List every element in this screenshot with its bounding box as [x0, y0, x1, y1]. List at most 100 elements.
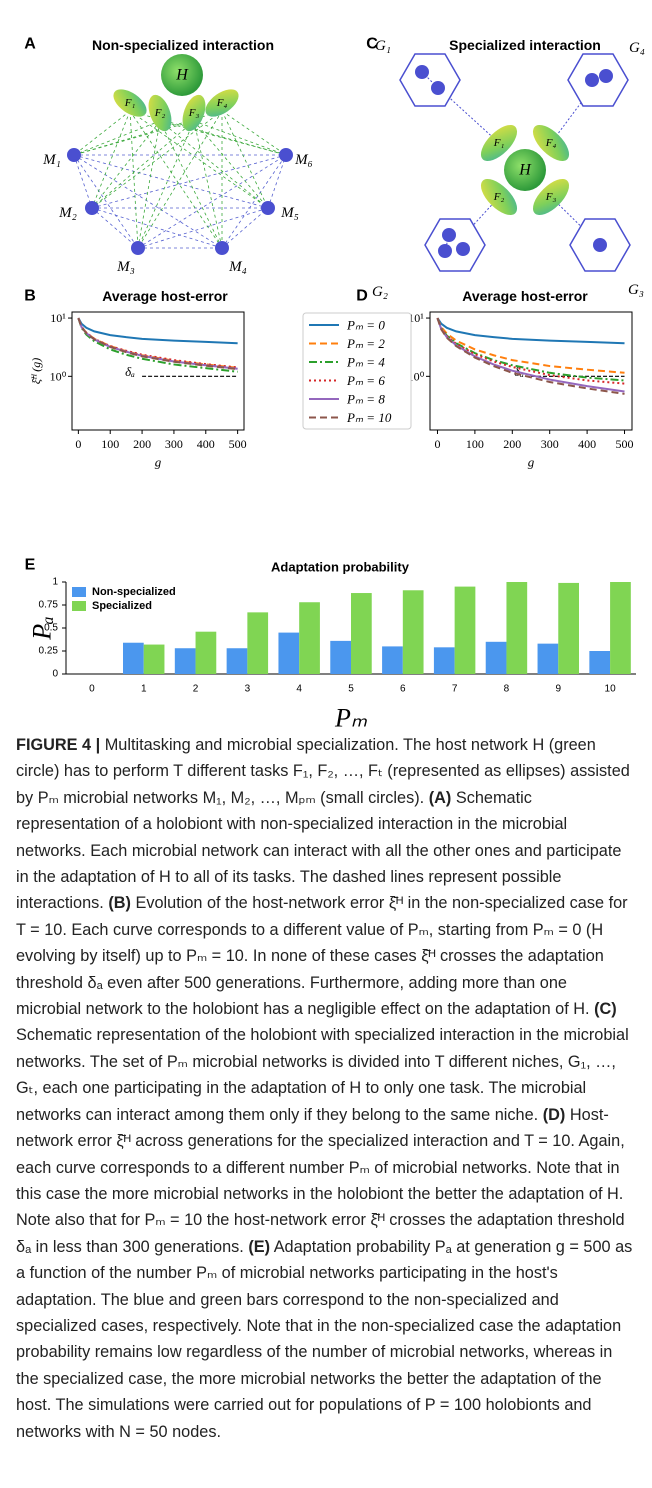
bar: [123, 642, 144, 674]
bar: [247, 612, 269, 674]
microbe: [456, 242, 470, 256]
interaction: [221, 110, 287, 156]
y-tick-label: 10¹: [408, 311, 424, 325]
caption-text: Adaptation probability Pₐ at generation …: [16, 1237, 633, 1441]
series-line: [436, 317, 625, 382]
x-axis-label: g: [528, 455, 535, 470]
bar: [278, 632, 300, 674]
microbe: [593, 238, 607, 252]
task-label: F₄: [545, 137, 557, 149]
niche-label: G₃: [628, 282, 644, 298]
panel-letter: C: [366, 36, 378, 53]
niche-link: [454, 196, 500, 246]
task: [113, 89, 147, 117]
y-tick-label: 10⁰: [50, 369, 67, 383]
y-axis-label: ξ̄ᴴ (g): [29, 358, 43, 384]
task: [532, 124, 570, 162]
x-tick-label: 8: [504, 684, 510, 695]
legend-label: Pₘ = 8: [346, 392, 385, 407]
interaction: [73, 154, 269, 209]
niche: [399, 53, 461, 107]
interaction: [73, 154, 223, 249]
bar: [143, 644, 165, 674]
bar: [537, 643, 559, 674]
legend-swatch: [72, 601, 86, 611]
interaction: [193, 120, 287, 156]
panel-letter: B: [24, 288, 36, 305]
chart-title: Average host-error: [462, 288, 588, 304]
microbe-label: M₃: [116, 259, 135, 275]
legend-label: Pₘ = 4: [346, 355, 385, 370]
bar: [558, 582, 579, 674]
caption-tag: (D): [542, 1105, 566, 1124]
legend-label: Specialized: [92, 600, 152, 612]
x-tick-label: 300: [165, 437, 183, 451]
caption-text: Schematic representation of a holobiont …: [16, 788, 622, 913]
interaction: [91, 120, 195, 209]
x-tick-label: 500: [616, 437, 634, 451]
y-tick-label: 0.25: [39, 646, 59, 657]
task-label: F₂: [154, 107, 166, 119]
microbe: [599, 69, 613, 83]
caption-tag: (A): [428, 788, 452, 807]
task: [480, 178, 518, 216]
niche-link: [550, 196, 601, 246]
chart-title: Average host-error: [102, 288, 228, 304]
interaction: [159, 120, 269, 209]
x-tick-label: 0: [434, 437, 440, 451]
caption-text: Schematic representation of the holobion…: [16, 1026, 629, 1124]
x-tick-label: 1: [141, 684, 147, 695]
microbe: [131, 241, 145, 255]
niche: [424, 218, 486, 272]
task-label: F₃: [545, 191, 557, 203]
panel-letter: D: [356, 288, 368, 305]
host-label: H: [518, 162, 532, 179]
x-tick-label: 5: [348, 684, 354, 695]
task: [532, 178, 570, 216]
task-label: F₃: [188, 107, 200, 119]
caption-text: Host-network error ξ̄ᴴ across generation…: [16, 1105, 625, 1256]
niche-label: G₂: [372, 284, 388, 300]
y-tick-label: 10⁰: [408, 369, 425, 383]
y-tick-label: 0.75: [39, 600, 59, 611]
x-tick-label: 100: [101, 437, 119, 451]
x-tick-label: 200: [503, 437, 521, 451]
caption-tag: (B): [108, 894, 131, 913]
interaction: [91, 154, 287, 209]
series-line: [77, 317, 238, 373]
interaction: [137, 120, 161, 249]
microbe: [585, 73, 599, 87]
interaction: [73, 120, 195, 156]
series-line: [436, 317, 625, 345]
interaction: [137, 207, 269, 249]
host: [161, 54, 203, 96]
caption-tag: (E): [248, 1237, 271, 1256]
microbe: [431, 81, 445, 95]
series-line: [77, 317, 238, 371]
interaction: [129, 110, 223, 249]
bar: [226, 648, 248, 674]
task: [182, 94, 206, 132]
interaction: [91, 120, 161, 209]
x-tick-label: 0: [75, 437, 81, 451]
x-tick-label: 7: [452, 684, 458, 695]
task: [148, 94, 172, 132]
interaction: [193, 120, 269, 209]
interaction: [73, 110, 131, 156]
panel-title: Non-specialized interaction: [92, 37, 274, 53]
y-tick-label: 0.5: [44, 623, 58, 634]
x-tick-label: 3: [245, 684, 251, 695]
x-tick-label: 2: [193, 684, 199, 695]
y-tick-label: 0: [52, 669, 58, 680]
task-label: F₁: [124, 97, 136, 109]
x-tick-label: 10: [605, 684, 617, 695]
interaction: [221, 110, 269, 209]
bar: [174, 648, 196, 674]
x-tick-label: 0: [89, 684, 95, 695]
legend-label: Pₘ = 2: [346, 336, 385, 351]
interaction: [137, 120, 195, 249]
interaction: [159, 120, 287, 156]
x-tick-label: 400: [578, 437, 596, 451]
x-tick-label: 300: [541, 437, 559, 451]
microbe-label: M₁: [42, 152, 61, 168]
